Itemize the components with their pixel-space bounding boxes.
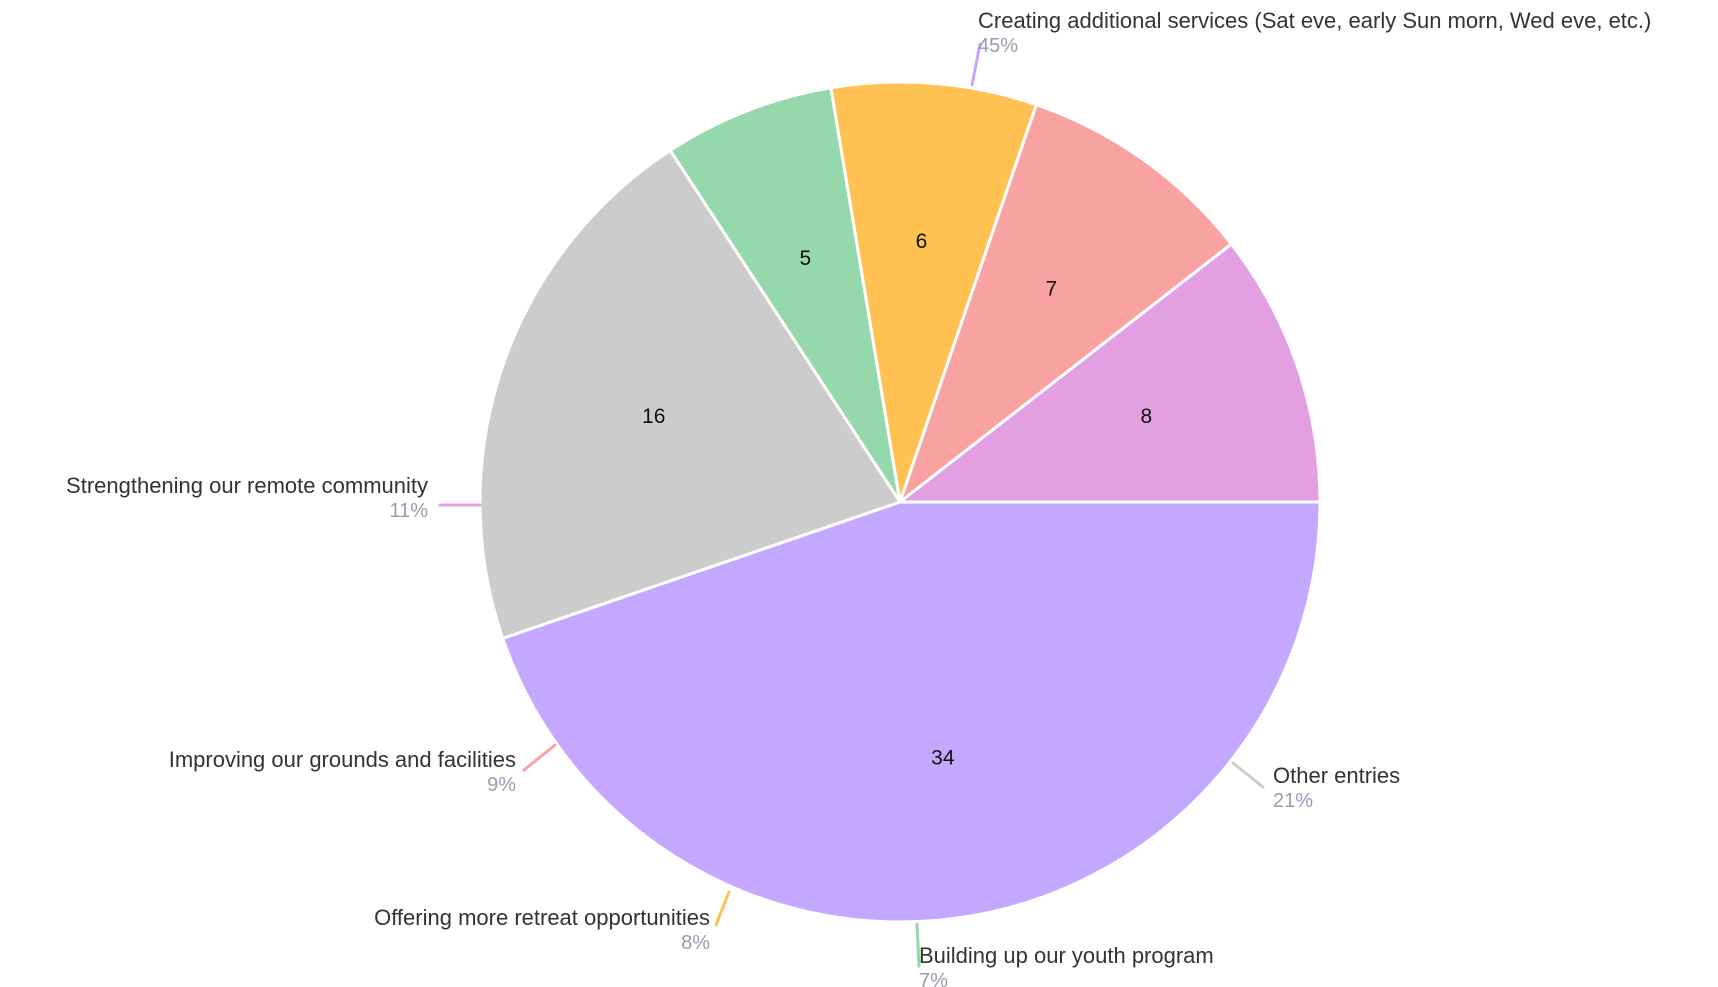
- slice-3-value-label: 5: [799, 247, 811, 270]
- slice-3-percent-label: 7%: [919, 970, 948, 987]
- slice-2-leader-line: [1231, 761, 1265, 789]
- slice-6-percent-label: 11%: [389, 500, 428, 522]
- slice-3-leader-line: [915, 922, 921, 968]
- slice-4[interactable]: [829, 80, 1038, 504]
- value-labels: 34 16 5 6 7 8: [642, 230, 1152, 769]
- slice-2-value-label: 16: [642, 405, 665, 428]
- slice-3[interactable]: [668, 86, 902, 504]
- slice-1-percent-label: 45%: [978, 35, 1018, 57]
- slice-5-percent-label: 9%: [487, 774, 516, 796]
- slice-2-category-label: Other entries: [1273, 763, 1400, 788]
- slice-5-category-label: Improving our grounds and facilities: [169, 747, 516, 772]
- slice-2-percent-label: 21%: [1273, 790, 1313, 812]
- slice-1[interactable]: [501, 500, 1322, 924]
- category-labels: Creating additional services (Sat eve, e…: [66, 8, 1651, 987]
- slice-4-percent-label: 8%: [681, 932, 710, 954]
- slice-5[interactable]: [898, 103, 1233, 504]
- leader-lines: [438, 42, 1265, 968]
- slice-3-category-label: Building up our youth program: [919, 943, 1214, 968]
- slice-5-leader-line: [522, 743, 557, 772]
- slice-4-category-label: Offering more retreat opportunities: [374, 905, 710, 930]
- slice-4-value-label: 6: [916, 230, 928, 253]
- slice-6-category-label: Strengthening our remote community: [66, 473, 428, 498]
- slice-6-value-label: 8: [1140, 405, 1152, 428]
- slice-1-leader-line: [970, 42, 982, 87]
- slice-4-leader-line: [714, 890, 731, 927]
- pie-slices: [478, 80, 1322, 924]
- slice-1-category-label: Creating additional services (Sat eve, e…: [978, 8, 1651, 33]
- slice-5-value-label: 7: [1045, 278, 1057, 301]
- slice-1-value-label: 34: [931, 746, 955, 769]
- slice-2[interactable]: [478, 148, 902, 640]
- slice-6[interactable]: [898, 242, 1322, 504]
